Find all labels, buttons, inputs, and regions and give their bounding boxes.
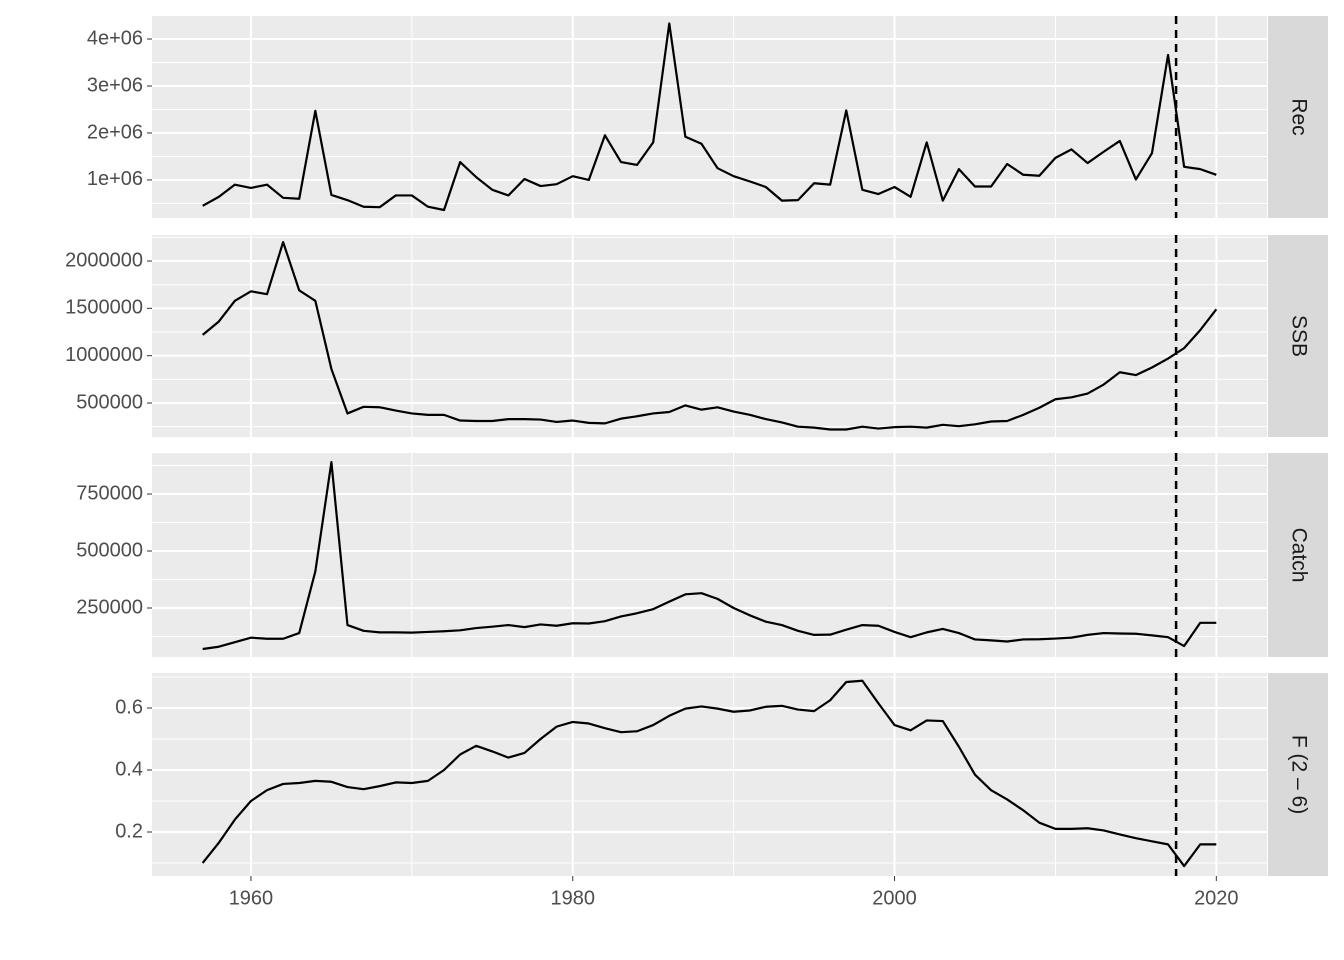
x-tick-label: 1960	[229, 887, 274, 909]
y-tick-label: 0.2	[115, 820, 143, 842]
series-line	[202, 22, 1217, 212]
strip-label: F (2 – 6)	[1287, 735, 1310, 814]
y-tick-label: 250000	[76, 596, 143, 618]
strip-label: Catch	[1287, 528, 1310, 583]
y-tick-label: 0.4	[115, 758, 143, 780]
y-tick-label: 500000	[76, 391, 143, 413]
strip-background	[1268, 16, 1328, 218]
y-tick-label: 1e+06	[87, 168, 143, 190]
y-tick-label: 500000	[76, 539, 143, 561]
x-tick-label: 2000	[872, 887, 917, 909]
panel-background	[152, 673, 1267, 876]
y-tick-label: 3e+06	[87, 74, 143, 96]
strip-background	[1268, 453, 1328, 657]
y-tick-label: 4e+06	[87, 27, 143, 49]
y-tick-label: 0.6	[115, 696, 143, 718]
y-tick-label: 750000	[76, 482, 143, 504]
series-line	[201, 241, 1218, 431]
strip-background	[1268, 673, 1328, 876]
x-tick-label: 1980	[550, 887, 595, 909]
panel-background	[152, 16, 1267, 218]
strip-label: Rec	[1287, 98, 1310, 135]
y-tick-label: 1500000	[65, 297, 143, 319]
y-tick-label: 2000000	[65, 249, 143, 271]
y-tick-label: 1000000	[65, 344, 143, 366]
y-tick-label: 2e+06	[87, 121, 143, 143]
strip-background	[1268, 235, 1328, 437]
series-line	[202, 461, 1217, 651]
series-line	[201, 679, 1217, 868]
strip-label: SSB	[1287, 315, 1310, 357]
panel-background	[152, 453, 1267, 657]
panel-background	[152, 235, 1267, 437]
x-tick-label: 2020	[1194, 887, 1239, 909]
